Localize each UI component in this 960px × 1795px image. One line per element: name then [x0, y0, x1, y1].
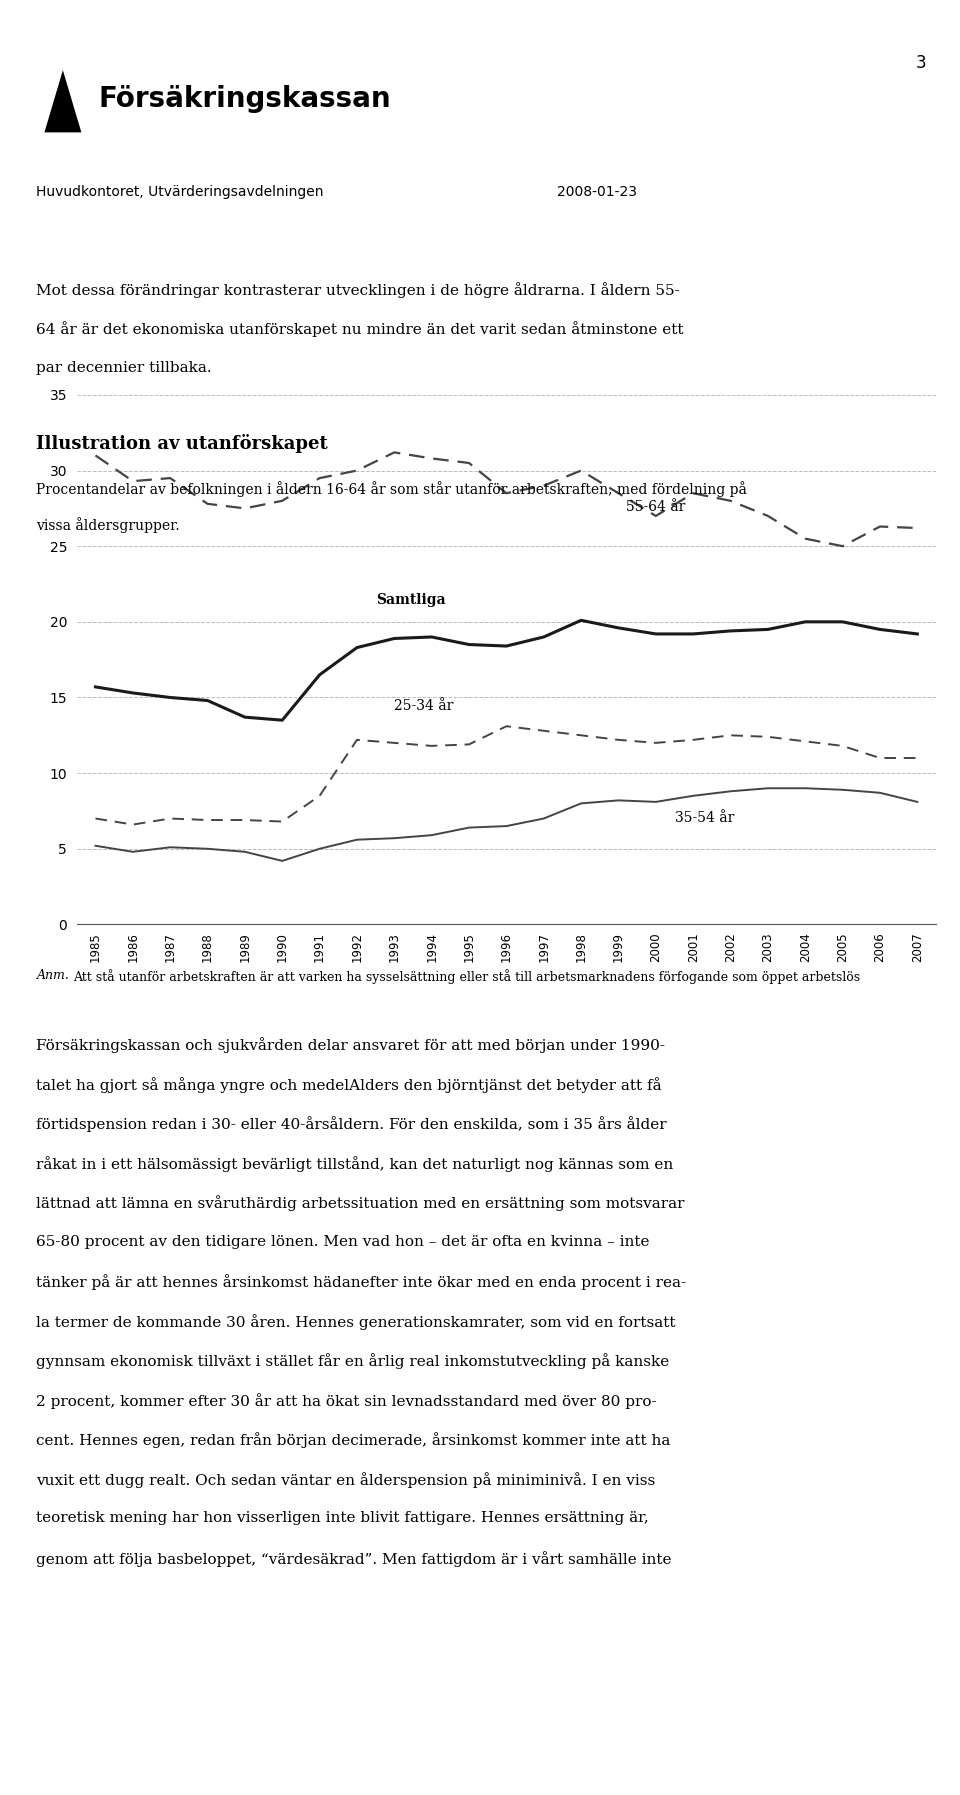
Text: 65-80 procent av den tidigare lönen. Men vad hon – det är ofta en kvinna – inte: 65-80 procent av den tidigare lönen. Men… — [36, 1235, 650, 1249]
Polygon shape — [44, 70, 82, 133]
Text: Mot dessa förändringar kontrasterar utvecklingen i de högre åldrarna. I åldern 5: Mot dessa förändringar kontrasterar utve… — [36, 282, 681, 298]
Text: par decennier tillbaka.: par decennier tillbaka. — [36, 361, 212, 375]
Text: 2 procent, kommer efter 30 år att ha ökat sin levnadsstandard med över 80 pro-: 2 procent, kommer efter 30 år att ha öka… — [36, 1393, 657, 1409]
Text: råkat in i ett hälsomässigt bevärligt tillstånd, kan det naturligt nog kännas so: råkat in i ett hälsomässigt bevärligt ti… — [36, 1156, 674, 1172]
Text: lättnad att lämna en svåruthärdig arbetssituation med en ersättning som motsvara: lättnad att lämna en svåruthärdig arbets… — [36, 1195, 685, 1212]
Text: 64 år är det ekonomiska utanförskapet nu mindre än det varit sedan åtminstone et: 64 år är det ekonomiska utanförskapet nu… — [36, 321, 684, 337]
Text: 3: 3 — [916, 54, 926, 72]
Text: vissa åldersgrupper.: vissa åldersgrupper. — [36, 517, 180, 533]
Text: cent. Hennes egen, redan från början decimerade, årsinkomst kommer inte att ha: cent. Hennes egen, redan från början dec… — [36, 1432, 671, 1449]
Text: 35-54 år: 35-54 år — [675, 811, 733, 824]
Text: Huvudkontoret, Utvärderingsavdelningen: Huvudkontoret, Utvärderingsavdelningen — [36, 185, 324, 199]
Text: Samtliga: Samtliga — [375, 592, 445, 607]
Text: Procentandelar av befolkningen i åldern 16-64 år som står utanför arbetskraften,: Procentandelar av befolkningen i åldern … — [36, 481, 747, 497]
Text: Att stå utanför arbetskraften är att varken ha sysselsättning eller stå till arb: Att stå utanför arbetskraften är att var… — [73, 969, 860, 984]
Text: Försäkringskassan: Försäkringskassan — [99, 84, 392, 113]
Text: förtidspension redan i 30- eller 40-årsåldern. För den enskilda, som i 35 års ål: förtidspension redan i 30- eller 40-årså… — [36, 1116, 667, 1133]
Text: 55-64 år: 55-64 år — [626, 501, 685, 515]
Text: 2008-01-23: 2008-01-23 — [557, 185, 636, 199]
Text: vuxit ett dugg realt. Och sedan väntar en ålderspension på miniminivå. I en viss: vuxit ett dugg realt. Och sedan väntar e… — [36, 1472, 656, 1488]
Text: Försäkringskassan och sjukvården delar ansvaret för att med början under 1990-: Försäkringskassan och sjukvården delar a… — [36, 1038, 665, 1054]
Text: la termer de kommande 30 åren. Hennes generationskamrater, som vid en fortsatt: la termer de kommande 30 åren. Hennes ge… — [36, 1314, 676, 1330]
Text: teoretisk mening har hon visserligen inte blivit fattigare. Hennes ersättning är: teoretisk mening har hon visserligen int… — [36, 1511, 649, 1526]
Text: talet ha gjort så många yngre och medelAlders den björntjänst det betyder att få: talet ha gjort så många yngre och medelA… — [36, 1077, 662, 1093]
Text: gynnsam ekonomisk tillväxt i stället får en årlig real inkomstutveckling på kans: gynnsam ekonomisk tillväxt i stället får… — [36, 1353, 670, 1370]
Text: genom att följa basbeloppet, “värdesäkrad”. Men fattigdom är i vårt samhälle int: genom att följa basbeloppet, “värdesäkra… — [36, 1551, 672, 1567]
Text: Anm.: Anm. — [36, 969, 69, 982]
Text: 25-34 år: 25-34 år — [395, 698, 454, 713]
Text: tänker på är att hennes årsinkomst hädanefter inte ökar med en enda procent i re: tänker på är att hennes årsinkomst hädan… — [36, 1274, 686, 1291]
Text: Illustration av utanförskapet: Illustration av utanförskapet — [36, 434, 328, 454]
